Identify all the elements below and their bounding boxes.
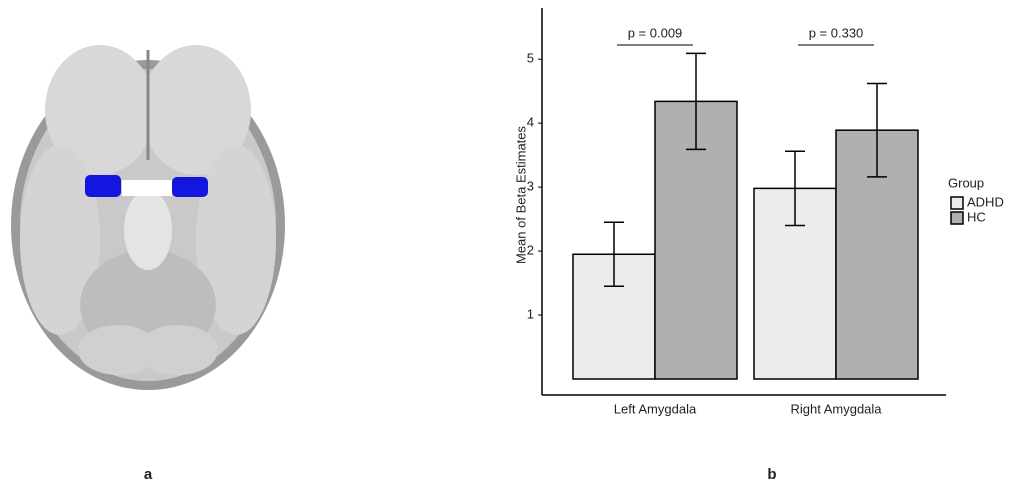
panel-label: a: [144, 466, 153, 483]
legend-title: Group: [948, 175, 984, 190]
legend-label: ADHD: [967, 194, 1004, 209]
y-tick-label: 3: [527, 179, 534, 194]
y-tick-label: 2: [527, 243, 534, 258]
legend-swatch: [951, 197, 963, 209]
figure: a b Mean of Beta Estimates Group 12345Le…: [0, 0, 1031, 486]
brain-image: [11, 45, 285, 390]
panel-label: b: [767, 466, 776, 483]
legend-label: HC: [967, 209, 986, 224]
x-tick-label: Left Amygdala: [614, 401, 697, 416]
y-tick-label: 4: [527, 115, 534, 130]
legend-swatch: [951, 212, 963, 224]
x-tick-label: Right Amygdala: [790, 401, 882, 416]
y-tick-label: 5: [527, 51, 534, 66]
p-value: p = 0.009: [628, 25, 683, 40]
p-value: p = 0.330: [809, 25, 864, 40]
y-tick-label: 1: [527, 306, 534, 321]
